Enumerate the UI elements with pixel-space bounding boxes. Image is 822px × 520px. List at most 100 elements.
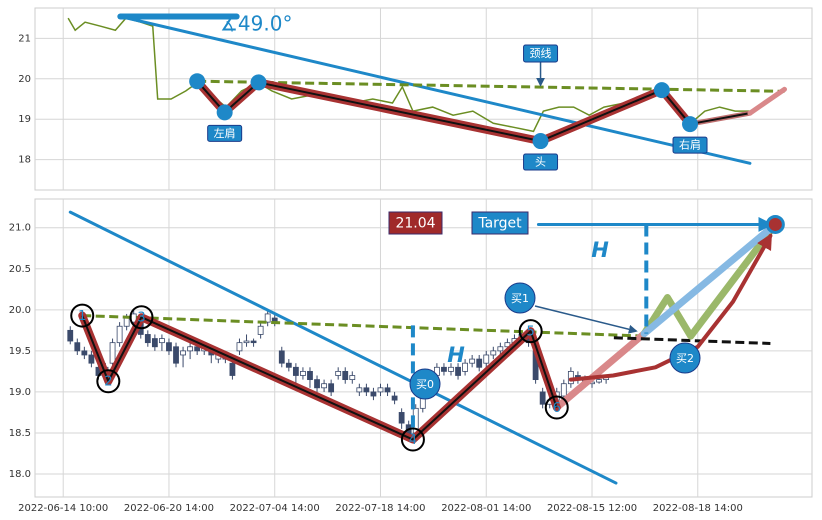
candle-body — [250, 340, 257, 344]
overlay-line — [197, 79, 785, 93]
pattern-label: 左肩 — [207, 124, 243, 142]
pattern-label: 右肩 — [672, 136, 708, 154]
y-tick-label: 20.0 — [9, 305, 31, 316]
pattern-point — [96, 369, 121, 394]
candle-body — [328, 383, 335, 393]
candle-body — [462, 362, 468, 372]
candle-body — [314, 379, 320, 389]
buy-marker — [409, 368, 441, 400]
pattern-point — [189, 73, 206, 90]
candle-body — [159, 338, 165, 344]
candle-body — [257, 325, 264, 335]
candle-body — [278, 350, 285, 364]
candle-body — [74, 342, 81, 352]
candle-body — [349, 375, 356, 381]
x-tick-label: 2022-08-18 14:00 — [653, 503, 743, 514]
overlay-line — [553, 330, 648, 412]
x-tick-label: 2022-06-20 14:00 — [124, 503, 214, 514]
candle-body — [539, 391, 546, 405]
neckline-label: 颈线 — [530, 46, 552, 60]
label-box — [523, 153, 559, 171]
overlay-line — [640, 220, 779, 340]
candle-body — [229, 362, 236, 376]
candle-body — [67, 329, 74, 342]
candle-body — [490, 350, 497, 356]
pattern-point — [544, 395, 569, 420]
candle-body — [166, 342, 172, 352]
buy-arrow — [534, 305, 638, 334]
candle-body — [560, 383, 567, 397]
buy-marker — [504, 282, 536, 314]
y-tick-label: 21.0 — [9, 223, 31, 234]
buy-label: 买2 — [676, 352, 694, 365]
target-label: Target — [477, 216, 522, 232]
candle-body — [377, 387, 384, 393]
candle-body — [356, 387, 363, 393]
label-text: 左肩 — [214, 126, 236, 140]
candle-body — [180, 350, 186, 356]
buy-label: 买0 — [416, 378, 434, 391]
target-price: 21.04 — [395, 216, 435, 232]
candle-body — [109, 342, 116, 364]
candle-body — [151, 338, 158, 348]
candle-body — [243, 340, 250, 344]
overlay-line — [68, 210, 618, 485]
top-panel — [34, 7, 813, 191]
y-tick-label: 19.5 — [9, 346, 31, 357]
candle-body — [173, 346, 179, 364]
overlay-line — [747, 86, 788, 116]
candle-body — [596, 379, 602, 383]
candle-body — [448, 366, 454, 372]
angle-label: ∡49.0° — [220, 12, 292, 36]
x-tick-label: 2022-06-14 10:00 — [18, 503, 108, 514]
overlay-line — [118, 14, 752, 165]
y-tick-label: 20 — [18, 74, 31, 85]
candle-body — [384, 387, 391, 393]
pattern-number: 4 — [409, 433, 417, 448]
candle-body — [321, 383, 327, 389]
candle-body — [300, 370, 306, 376]
pattern-number: 5 — [527, 325, 535, 340]
pattern-point — [682, 116, 699, 133]
overlay-line-core — [689, 112, 751, 126]
candle-body — [123, 317, 130, 327]
candle-body — [335, 370, 342, 376]
candle-body — [469, 358, 476, 364]
x-tick-label: 2022-08-01 14:00 — [441, 503, 531, 514]
label-box — [523, 44, 559, 63]
candle-body — [370, 391, 377, 397]
candle-body — [144, 334, 151, 344]
pattern-point — [216, 104, 233, 121]
candle-body — [194, 346, 201, 352]
candle-body — [504, 342, 511, 348]
pattern-point — [129, 305, 154, 330]
pattern-label: 头 — [523, 153, 559, 171]
y-tick-label: 19.0 — [9, 387, 31, 398]
label-text: 右肩 — [679, 138, 701, 152]
candle-body — [307, 370, 313, 381]
candle-body — [187, 346, 194, 352]
y-tick-label: 19 — [18, 114, 31, 125]
overlay-line — [640, 220, 779, 338]
y-tick-label: 18.0 — [9, 469, 31, 480]
candle-body — [116, 325, 123, 344]
candle-body — [363, 387, 370, 393]
candle-body — [236, 342, 243, 352]
x-tick-label: 2022-07-18 14:00 — [335, 503, 425, 514]
candle-body — [81, 350, 88, 356]
candle-body — [476, 358, 483, 368]
y-tick-label: 18.5 — [9, 428, 31, 439]
candle-body — [441, 366, 447, 372]
candle-body — [285, 362, 292, 368]
label-box — [207, 124, 243, 142]
candle-body — [342, 370, 349, 381]
buy-marker — [669, 342, 701, 374]
pattern-number: 6 — [553, 401, 561, 416]
candle-body — [483, 354, 490, 364]
h-label: H — [447, 343, 465, 367]
candle-body — [88, 354, 95, 364]
pattern-point — [70, 303, 95, 328]
h-label: H — [591, 238, 609, 262]
pattern-number: 1 — [78, 309, 86, 324]
pattern-point — [653, 82, 670, 99]
